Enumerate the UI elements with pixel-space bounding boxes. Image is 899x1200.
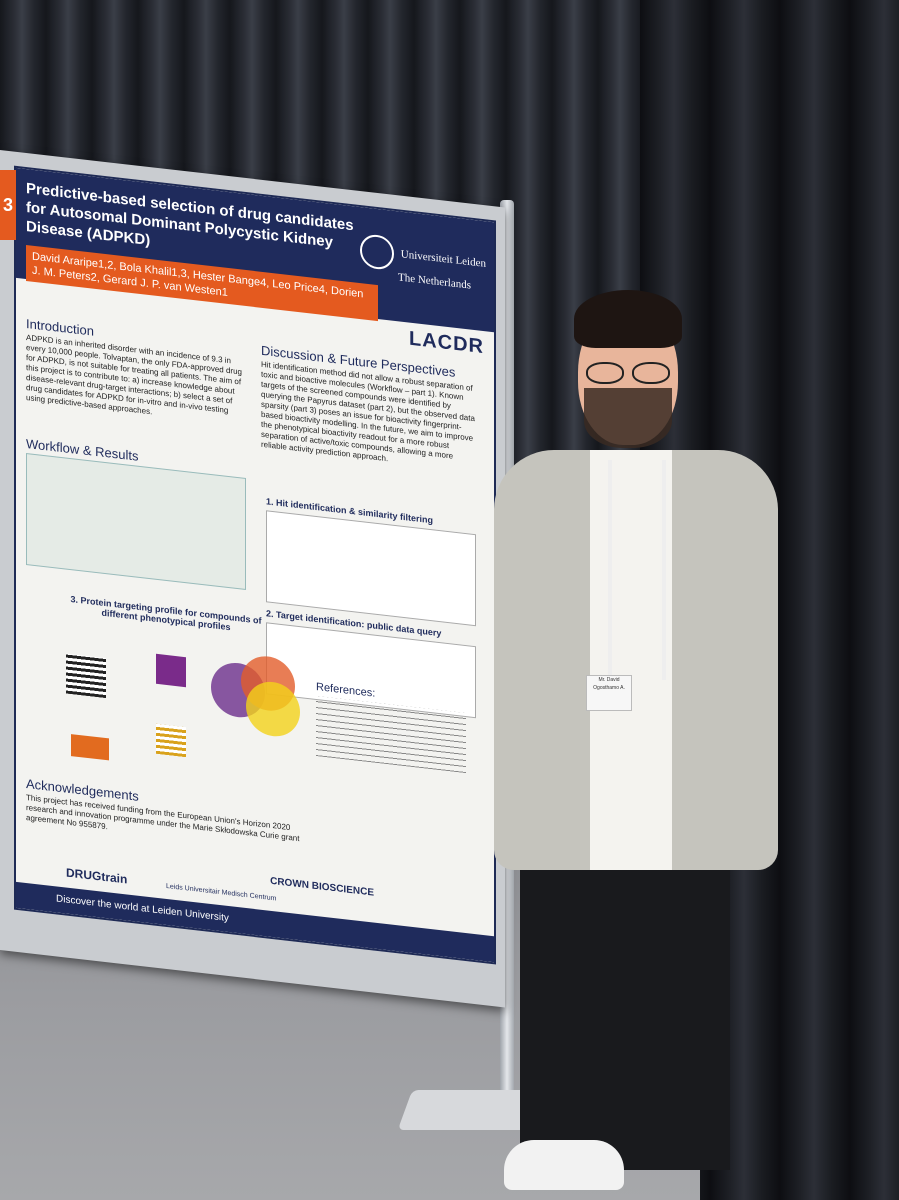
university-name: Universiteit Leiden xyxy=(400,248,486,270)
presenter-shoe xyxy=(504,1140,624,1190)
lanyard xyxy=(608,460,666,680)
bar-chart-cyst-swelling xyxy=(71,734,109,761)
crown-bioscience-logo: CROWN BIOSCIENCE xyxy=(270,875,374,899)
hit-identification: 1. Hit identification & similarity filte… xyxy=(266,496,476,719)
bar-chart-cyst xyxy=(156,653,186,688)
acknowledgements-section: Acknowledgements This project has receiv… xyxy=(26,776,306,855)
presenter-pants xyxy=(520,860,730,1170)
intro-section: Introduction ADPKD is an inherited disor… xyxy=(26,316,246,428)
presenter-hair xyxy=(574,290,682,348)
references-section: References: xyxy=(316,681,466,774)
bar-chart-inactive xyxy=(156,723,186,758)
lacdr-logo: LACDR xyxy=(409,327,484,359)
university-seal-icon xyxy=(360,233,395,271)
discussion-section: Discussion & Future Perspectives Hit ide… xyxy=(261,343,481,475)
presenter-beard xyxy=(584,388,672,448)
poster-board: Predictive-based selection of drug candi… xyxy=(0,150,505,1008)
workflow-diagram xyxy=(26,452,246,591)
board-number: 3 xyxy=(0,170,16,240)
hit-plot xyxy=(266,510,476,627)
protein-targeting: 3. Protein targeting profile for compoun… xyxy=(56,592,276,637)
poster: Predictive-based selection of drug candi… xyxy=(14,165,496,965)
university-logo: Universiteit Leiden The Netherlands xyxy=(360,233,486,294)
university-sub: The Netherlands xyxy=(398,271,472,292)
presenter-person: Mr. David Ogosthamo A. xyxy=(490,290,790,1200)
name-badge: Mr. David Ogosthamo A. xyxy=(586,675,632,711)
drugtrain-logo: DRUGtrain xyxy=(66,865,128,887)
glasses-icon xyxy=(586,362,670,384)
workflow-section: Workflow & Results xyxy=(26,436,246,591)
step3-heading: 3. Protein targeting profile for compoun… xyxy=(70,594,262,633)
bar-chart-antiepileptic xyxy=(66,653,106,699)
references-list xyxy=(316,696,466,774)
presenter-shirt xyxy=(590,450,672,870)
